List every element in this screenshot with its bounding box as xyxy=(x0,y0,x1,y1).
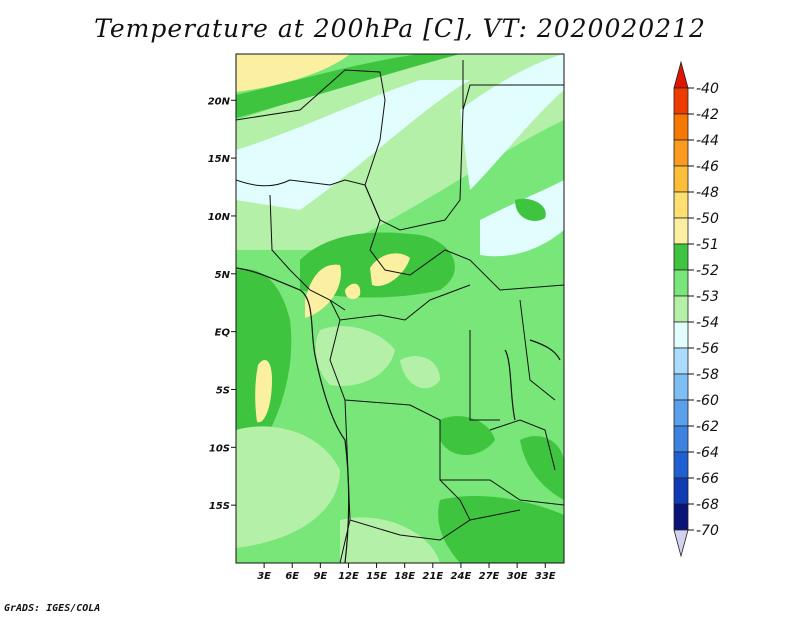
temperature-shading xyxy=(236,54,564,563)
latitude-ticks: 20N 15N 10N 5N EQ 5S 10S 15S xyxy=(208,96,236,512)
shade-dark-se2 xyxy=(438,495,564,563)
colorbar-label: -44 xyxy=(696,133,719,149)
colorbar-label: -60 xyxy=(696,393,719,409)
colorbar-label: -70 xyxy=(696,523,719,539)
lon-tick-label: 30E xyxy=(507,571,528,582)
colorbar-segment xyxy=(673,295,689,323)
colorbar-segment xyxy=(673,217,689,245)
shade-band-north-cyan xyxy=(236,80,470,210)
colorbar-label: -54 xyxy=(696,315,719,331)
shade-yellow-central2 xyxy=(370,253,410,286)
colorbar-segment xyxy=(673,477,689,505)
colorbar-segment xyxy=(673,243,689,271)
lon-tick-label: 18E xyxy=(394,571,415,582)
country-borders xyxy=(236,60,564,563)
lat-tick-label: 10S xyxy=(209,443,230,454)
colorbar-label: -46 xyxy=(696,159,719,175)
colorbar-label: -68 xyxy=(696,497,719,513)
map-title: Temperature at 200hPa [C], VT: 202002021… xyxy=(94,14,706,43)
shade-light-central xyxy=(400,356,440,389)
lat-tick-label: 15S xyxy=(209,501,230,512)
colorbar-label: -52 xyxy=(696,263,719,279)
colorbar-label: -53 xyxy=(696,289,719,305)
lat-tick-label: 15N xyxy=(208,154,231,165)
shade-yellow-central3 xyxy=(345,283,361,300)
lon-tick-label: 3E xyxy=(257,571,271,582)
shade-yellow-west xyxy=(255,360,272,423)
colorbar-segment xyxy=(673,347,689,375)
colorbar-label: -50 xyxy=(696,211,719,227)
lon-tick-label: 9E xyxy=(313,571,327,582)
colorbar: -40 -42 -44 -46 -48 -50 -51 -52 -53 -54 -56 -58 -60 -… xyxy=(673,60,719,558)
shade-dark-east xyxy=(515,198,546,221)
lat-tick-label: 10N xyxy=(208,212,231,223)
lon-tick-label: 21E xyxy=(422,571,443,582)
colorbar-segment xyxy=(673,113,689,141)
lon-tick-label: 24E xyxy=(451,571,472,582)
colorbar-segment xyxy=(673,373,689,401)
lat-tick-label: 5N xyxy=(215,270,231,281)
lon-tick-label: 6E xyxy=(285,571,299,582)
shade-light-south xyxy=(340,517,440,563)
colorbar-segment xyxy=(673,451,689,479)
shade-band-ne-cyan xyxy=(460,54,564,190)
colorbar-segment xyxy=(673,503,689,531)
credit-label: GrADS: IGES/COLA xyxy=(4,603,101,614)
longitude-ticks: 3E 6E 9E 12E 15E 18E 21E 24E 27E 30E 33E xyxy=(257,563,556,582)
shade-yellow-central1 xyxy=(305,264,341,318)
shade-light-congo xyxy=(315,326,395,386)
colorbar-segment xyxy=(673,139,689,167)
shade-top-dark xyxy=(236,54,460,118)
shade-dark-east-mid xyxy=(520,436,564,500)
colorbar-label: -48 xyxy=(696,185,719,201)
shade-dark-se1 xyxy=(440,416,495,455)
colorbar-segment xyxy=(673,399,689,427)
colorbar-segment xyxy=(673,529,689,558)
colorbar-label: -58 xyxy=(696,367,719,383)
colorbar-label: -62 xyxy=(696,419,719,435)
shade-west-dark xyxy=(236,269,292,440)
colorbar-label: -64 xyxy=(696,445,719,461)
colorbar-segment xyxy=(673,87,689,115)
colorbar-segment xyxy=(673,60,689,89)
colorbar-label: -66 xyxy=(696,471,719,487)
colorbar-label: -51 xyxy=(696,237,719,253)
lon-tick-label: 12E xyxy=(338,571,359,582)
lon-tick-label: 27E xyxy=(479,571,500,582)
colorbar-segment xyxy=(673,425,689,453)
shade-yellow-topleft xyxy=(236,54,350,92)
colorbar-segment xyxy=(673,269,689,297)
coastline xyxy=(236,267,561,563)
colorbar-label: -40 xyxy=(696,81,719,97)
colorbar-segment xyxy=(673,165,689,193)
lat-tick-label: EQ xyxy=(215,328,231,339)
shade-light-west-south xyxy=(236,426,340,548)
colorbar-segment xyxy=(673,191,689,219)
colorbar-segment xyxy=(673,321,689,349)
colorbar-label: -42 xyxy=(696,107,719,123)
lat-tick-label: 20N xyxy=(208,96,231,107)
colorbar-label: -56 xyxy=(696,341,719,357)
shade-band-ne-cyan2 xyxy=(480,180,564,257)
lon-tick-label: 15E xyxy=(366,571,387,582)
lat-tick-label: 5S xyxy=(216,385,230,396)
map-frame xyxy=(235,53,565,564)
lon-tick-label: 33E xyxy=(535,571,556,582)
